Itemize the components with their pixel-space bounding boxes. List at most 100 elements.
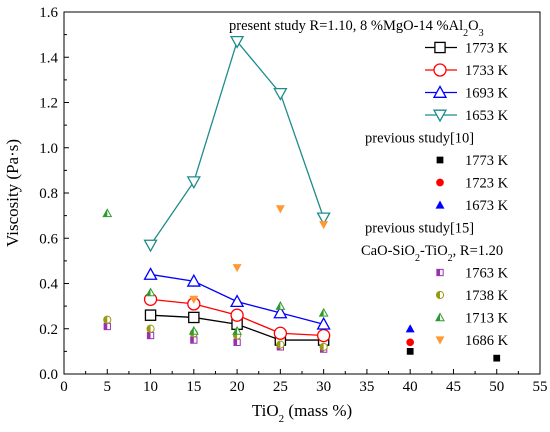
legend-marker-2-0 [436,268,444,277]
series-0-3-point [143,239,158,253]
series-0-2-point [229,294,245,308]
legend-marker-0-2 [432,85,448,98]
y-tick-label: 1.4 [39,50,58,66]
series-0-2-point [143,267,158,280]
legend-label-2-0: 1763 K [465,266,509,282]
legend-marker-2-3 [435,336,445,345]
x-tick-label: 45 [446,379,461,395]
y-tick-label: 1.2 [39,96,58,112]
legend-marker-2-1 [435,290,445,300]
x-tick-label: 5 [104,379,112,395]
y-tick-label: 0.6 [39,231,58,247]
legend-group-2-subheading-part: 2 [448,253,453,264]
legend-marker-1-2 [435,200,445,209]
series-2-0-point [146,331,155,340]
legend-group-0-heading-part: O [468,18,478,34]
series-2-0-point [233,338,241,346]
x-tick-label: 40 [403,379,418,395]
legend-marker-0-3 [432,109,448,123]
y-axis-title: Viscosity (Pa·s) [3,139,22,247]
legend-group-1-heading: previous study[10] [365,131,474,147]
series-0-0-point [144,309,157,321]
legend-group-2-subheading-part: , R=1.20 [453,243,503,259]
x-tick-label: 25 [273,379,288,395]
y-tick-label: 1.6 [39,5,58,21]
series-2-2-point [232,325,242,335]
series-2-2-point [188,325,199,335]
series-2-1-point [146,324,155,333]
legend-group-1-heading-part: previous study[10] [365,131,474,147]
series-0-3-point [273,88,288,101]
x-tick-label: 20 [230,379,245,395]
series-2-2-point [318,307,329,317]
series-2-3-point [319,221,329,230]
series-2-0-point [190,336,198,344]
legend-group-2-subheading: CaO-SiO2-TiO2, R=1.20 [361,243,503,264]
series-2-1-point [276,340,285,349]
legend-group-2-subheading-part: 2 [415,253,420,264]
legend-group-0-heading-part: 2 [463,28,468,39]
series-2-1-point [319,342,328,351]
y-tick-label: 0.8 [39,186,58,202]
series-0-3-point [186,176,201,190]
x-tick-label: 50 [489,379,504,395]
y-tick-label: 0.2 [39,322,58,338]
axis-ticks: 0 5 10 15 20 25 30 35 40 45 50 55 0.0 0.2 0.4 0.6 0.8 1.0… [39,5,547,395]
series-2-1-point [103,315,112,324]
series-2-3-point [189,295,199,304]
y-tick-label: 1.0 [39,141,58,157]
series-0-2-point [186,273,201,287]
legend-marker-1-0 [436,156,444,164]
series-0-1-point [316,328,331,343]
x-tick-label: 30 [316,379,331,395]
series-1-1-point [406,338,415,347]
legend-group-2-heading: previous study[15] [365,221,474,237]
legend-label-2-2: 1713 K [465,311,509,327]
legend-group-2-subheading-part: -TiO [420,243,448,259]
x-tick-label: 55 [533,379,548,395]
legend-marker-1-1 [436,178,444,187]
legend-group-2-heading-part: previous study[15] [365,221,474,237]
y-tick-label: 0.4 [39,277,58,293]
series-0-3-line [150,40,325,246]
legend-label-0-0: 1773 K [465,41,509,57]
series-2-3-point [232,264,242,273]
legend-label-0-1: 1733 K [465,63,509,79]
legend-group-0-heading-part: present study R=1.10, 8 %MgO-14 %Al [229,18,463,34]
x-tick-label: 0 [60,379,68,395]
x-tick-label: 15 [186,379,201,395]
legend-label-1-1: 1723 K [465,176,509,192]
series-0-2-point [316,316,331,330]
legend-group-2-subheading-part: CaO-SiO [361,243,415,259]
series-2-0-point [103,322,111,331]
x-tick-label: 10 [143,379,158,395]
series-1-0-point [493,354,501,362]
x-axis-title: TiO2 (mass %) [252,401,352,425]
legend-label-2-1: 1738 K [465,288,509,304]
series-0-0-point [188,311,200,324]
legend-group-0-heading-part: 3 [479,28,484,39]
series-2-2-point [145,287,156,297]
legend: present study R=1.10, 8 %MgO-14 %Al2O317… [229,18,509,349]
series-0-2-point [273,305,288,319]
series-2-3-point [275,205,285,214]
series-1-0-point [406,348,414,355]
legend-label-0-3: 1653 K [465,108,509,124]
legend-label-1-0: 1773 K [465,153,509,169]
series-0-1-point [230,308,244,322]
series-0-3-point [229,35,245,49]
legend-marker-2-2 [435,312,445,322]
series-2-2-point [102,208,113,218]
series-0-3-point [316,212,331,226]
legend-marker-0-0 [434,41,446,54]
series-2-2-point [275,301,286,310]
series-1-2-point [405,324,415,333]
legend-label-1-2: 1673 K [465,198,509,214]
series-0-1-point [273,326,288,340]
y-tick-label: 0.0 [39,367,58,383]
x-tick-label: 35 [359,379,374,395]
legend-marker-0-1 [433,63,447,77]
legend-group-0-heading: present study R=1.10, 8 %MgO-14 %Al2O3 [229,18,484,39]
data-series [102,35,501,362]
